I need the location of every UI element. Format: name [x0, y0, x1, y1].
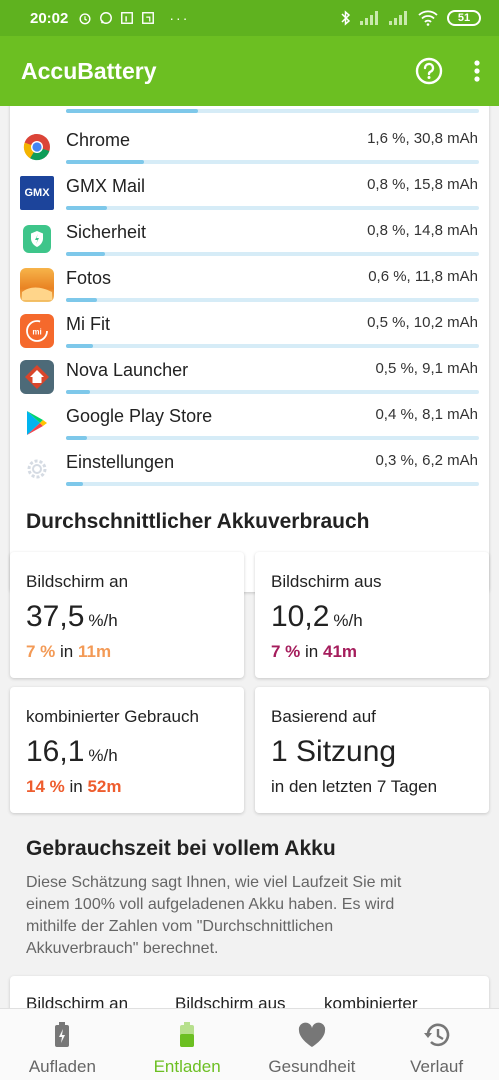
stat-value: 37,5 %/h	[26, 600, 118, 633]
avg-section-title: Durchschnittlicher Akkuverbrauch	[26, 510, 370, 533]
photos-icon	[20, 268, 54, 302]
runtime-label-screen-off: Bildschirm aus	[175, 994, 286, 1008]
stat-label: kombinierter Gebrauch	[26, 707, 199, 726]
chrome-icon	[20, 130, 54, 164]
stat-sub: 7 % in 41m	[271, 642, 358, 661]
runtime-label-screen-on: Bildschirm an	[26, 994, 129, 1008]
full-section-description: Diese Schätzung sagt Ihnen, wie viel Lau…	[26, 874, 402, 957]
mi-fit-icon: mi	[20, 314, 54, 348]
svg-text:mi: mi	[32, 328, 41, 337]
nav-label: Verlauf	[410, 1057, 464, 1076]
stat-label: Basierend auf	[271, 707, 376, 726]
partial-app-usage-bar	[66, 109, 479, 113]
nav-tab-entladen[interactable]: Entladen	[125, 1009, 250, 1080]
whatsapp-icon	[100, 12, 113, 24]
nav-label: Aufladen	[28, 1057, 96, 1076]
app-usage-value: 0,4 %, 8,1 mAh	[375, 406, 478, 423]
stat-card-screen-off: Bildschirm aus 10,2 %/h 7 % in 41m	[255, 552, 489, 678]
security-shield-icon	[23, 225, 51, 253]
app-usage-value: 0,8 %, 15,8 mAh	[367, 176, 478, 193]
app-row-fotos[interactable]: Fotos 0,6 %, 11,8 mAh	[10, 254, 489, 302]
app-name: Mi Fit	[66, 314, 110, 334]
stat-sub: 14 % in 52m	[26, 777, 122, 796]
stat-card-combined: kombinierter Gebrauch 16,1 %/h 14 % in 52…	[10, 687, 244, 813]
stat-card-screen-on: Bildschirm an 37,5 %/h 7 % in 11m	[10, 552, 244, 678]
app-row-mi-fit[interactable]: mi Mi Fit 0,5 %, 10,2 mAh	[10, 300, 489, 348]
stat-value: 16,1 %/h	[26, 735, 118, 768]
app-row-chrome[interactable]: Chrome 1,6 %, 30,8 mAh	[10, 116, 489, 164]
app-name: Sicherheit	[66, 222, 147, 242]
calendar-icon	[121, 12, 134, 24]
app-usage-bar	[66, 482, 479, 486]
signal-icon	[389, 11, 407, 25]
app-name: Google Play Store	[66, 406, 213, 426]
content-scroll[interactable]: Chrome 1,6 %, 30,8 mAh GMX GMX Mail 0,8 …	[0, 106, 499, 1008]
app-usage-bar	[66, 390, 479, 394]
charging-battery-icon	[54, 1021, 70, 1049]
nav-tab-gesundheit[interactable]: Gesundheit	[250, 1009, 375, 1080]
app-usage-bar	[66, 344, 479, 348]
app-usage-value: 0,3 %, 6,2 mAh	[375, 452, 478, 469]
app-name: Chrome	[66, 130, 131, 150]
calendar-icon	[142, 12, 155, 24]
app-usage-value: 0,8 %, 14,8 mAh	[367, 222, 478, 239]
app-usage-card: Chrome 1,6 %, 30,8 mAh GMX GMX Mail 0,8 …	[10, 106, 489, 592]
heart-icon	[298, 1021, 326, 1049]
stat-sub: 7 % in 11m	[26, 642, 112, 661]
app-name: Nova Launcher	[66, 360, 189, 380]
bluetooth-icon	[341, 10, 351, 26]
app-row-google-play-store[interactable]: Google Play Store 0,4 %, 8,1 mAh	[10, 392, 489, 440]
nav-label: Gesundheit	[268, 1057, 356, 1076]
settings-gear-icon	[20, 452, 54, 486]
app-usage-bar	[66, 160, 479, 164]
stat-sub: in den letzten 7 Tagen	[271, 777, 438, 796]
history-icon	[423, 1021, 451, 1049]
play-store-icon	[20, 406, 54, 440]
runtime-label-combined: kombinierter	[324, 994, 418, 1008]
app-name: GMX Mail	[66, 176, 146, 196]
nav-tab-verlauf[interactable]: Verlauf	[374, 1009, 499, 1080]
gmx-mail-icon: GMX	[20, 176, 54, 210]
nav-tab-aufladen[interactable]: Aufladen	[0, 1009, 125, 1080]
wifi-icon	[418, 10, 438, 26]
stat-value: 10,2 %/h	[271, 600, 363, 633]
help-icon[interactable]	[415, 57, 443, 85]
status-bar: 20:02 ··· 51	[0, 0, 499, 36]
nav-label: Entladen	[153, 1057, 221, 1076]
app-usage-bar	[66, 206, 479, 210]
app-title: AccuBattery	[21, 57, 157, 84]
app-usage-bar	[66, 252, 479, 256]
app-bar: AccuBattery	[0, 36, 499, 106]
app-name: Einstellungen	[66, 452, 175, 472]
app-row-gmx-mail[interactable]: GMX GMX Mail 0,8 %, 15,8 mAh	[10, 162, 489, 210]
runtime-card: Bildschirm an Bildschirm aus kombinierte…	[10, 976, 489, 1008]
app-usage-value: 0,5 %, 9,1 mAh	[375, 360, 478, 377]
overflow-menu-icon[interactable]	[473, 59, 481, 83]
battery-level: 51	[447, 10, 481, 26]
app-row-einstellungen[interactable]: Einstellungen 0,3 %, 6,2 mAh	[10, 438, 489, 486]
app-usage-value: 0,5 %, 10,2 mAh	[367, 314, 478, 331]
more-notifications-indicator: ···	[169, 10, 190, 26]
app-usage-value: 0,6 %, 11,8 mAh	[368, 268, 478, 285]
app-row-nova-launcher[interactable]: Nova Launcher 0,5 %, 9,1 mAh	[10, 346, 489, 394]
stat-label: Bildschirm an	[26, 572, 129, 591]
alarm-icon	[79, 13, 91, 25]
app-name: Fotos	[66, 268, 112, 288]
app-usage-bar	[66, 298, 479, 302]
app-row-sicherheit[interactable]: Sicherheit 0,8 %, 14,8 mAh	[10, 208, 489, 256]
status-time: 20:02	[30, 9, 69, 27]
discharging-battery-icon	[179, 1021, 195, 1049]
nova-launcher-icon	[20, 360, 54, 394]
full-section-title: Gebrauchszeit bei vollem Akku	[26, 837, 336, 860]
signal-icon	[360, 11, 378, 25]
stat-value: 1 Sitzung	[271, 735, 397, 768]
app-usage-value: 1,6 %, 30,8 mAh	[367, 130, 478, 147]
stat-card-based-on: Basierend auf 1 Sitzung in den letzten 7…	[255, 687, 489, 813]
bottom-nav: Aufladen Entladen Gesundheit Verlauf	[0, 1008, 499, 1080]
app-usage-bar	[66, 436, 479, 440]
stat-label: Bildschirm aus	[271, 572, 382, 591]
